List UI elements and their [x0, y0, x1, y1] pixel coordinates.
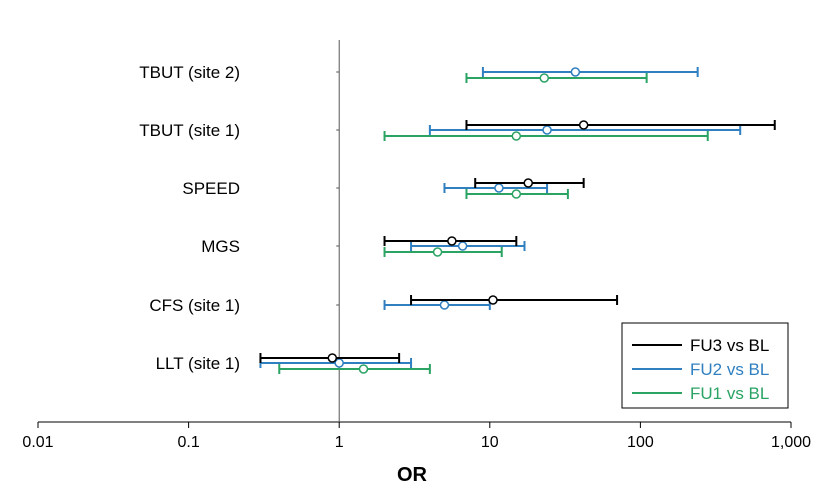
x-tick-label: 1,000 — [771, 434, 811, 451]
error-bar-group — [428, 125, 742, 135]
error-bar-group — [383, 247, 503, 257]
point-estimate — [447, 236, 457, 246]
error-bar-group — [443, 183, 549, 193]
y-category-label: MGS — [201, 237, 240, 256]
error-bar-group — [383, 236, 518, 246]
error-bar-group — [465, 73, 648, 83]
error-bar-group — [410, 295, 619, 305]
x-tick-label: 0.01 — [22, 434, 53, 451]
error-bar-group — [383, 300, 491, 310]
point-estimate — [542, 125, 552, 135]
error-bar-group — [481, 67, 699, 77]
point-estimate — [439, 300, 450, 310]
x-tick-label: 1 — [335, 434, 344, 451]
point-estimate — [494, 183, 504, 193]
y-category-label: LLT (site 1) — [156, 354, 240, 373]
error-bar-group — [474, 178, 585, 188]
error-bar-group — [278, 364, 431, 374]
point-estimate — [511, 189, 522, 199]
point-estimate — [511, 131, 522, 141]
y-category-label: TBUT (site 1) — [139, 121, 240, 140]
x-tick-label: 0.1 — [177, 434, 199, 451]
point-estimate — [578, 120, 589, 130]
legend: FU3 vs BL FU2 vs BL FU1 vs BL — [621, 322, 789, 409]
point-estimate — [432, 247, 443, 257]
point-estimate — [327, 353, 338, 363]
legend-label: FU2 vs BL — [690, 360, 769, 379]
error-bar-group — [383, 131, 709, 141]
legend-label: FU1 vs BL — [690, 384, 769, 403]
plot-marks — [259, 67, 776, 374]
error-bar-group — [410, 241, 526, 251]
point-estimate — [539, 73, 550, 83]
error-bar-group — [259, 353, 401, 363]
error-bar-group — [465, 120, 776, 130]
y-category-label: TBUT (site 2) — [139, 63, 240, 82]
x-tick-label: 100 — [627, 434, 654, 451]
axes: 0.01 0.1 1 10 100 1,000 TBUT (site 2) TBUT (sit… — [22, 40, 811, 451]
point-estimate — [457, 241, 468, 251]
y-category-label: SPEED — [182, 179, 240, 198]
point-estimate — [358, 364, 369, 374]
legend-label: FU3 vs BL — [690, 336, 769, 355]
point-estimate — [523, 178, 533, 188]
x-axis-label: OR — [397, 464, 428, 486]
point-estimate — [488, 295, 498, 305]
point-estimate — [570, 67, 581, 77]
error-bar-group — [465, 189, 569, 199]
x-tick-label: 10 — [481, 434, 499, 451]
y-category-label: CFS (site 1) — [149, 296, 240, 315]
